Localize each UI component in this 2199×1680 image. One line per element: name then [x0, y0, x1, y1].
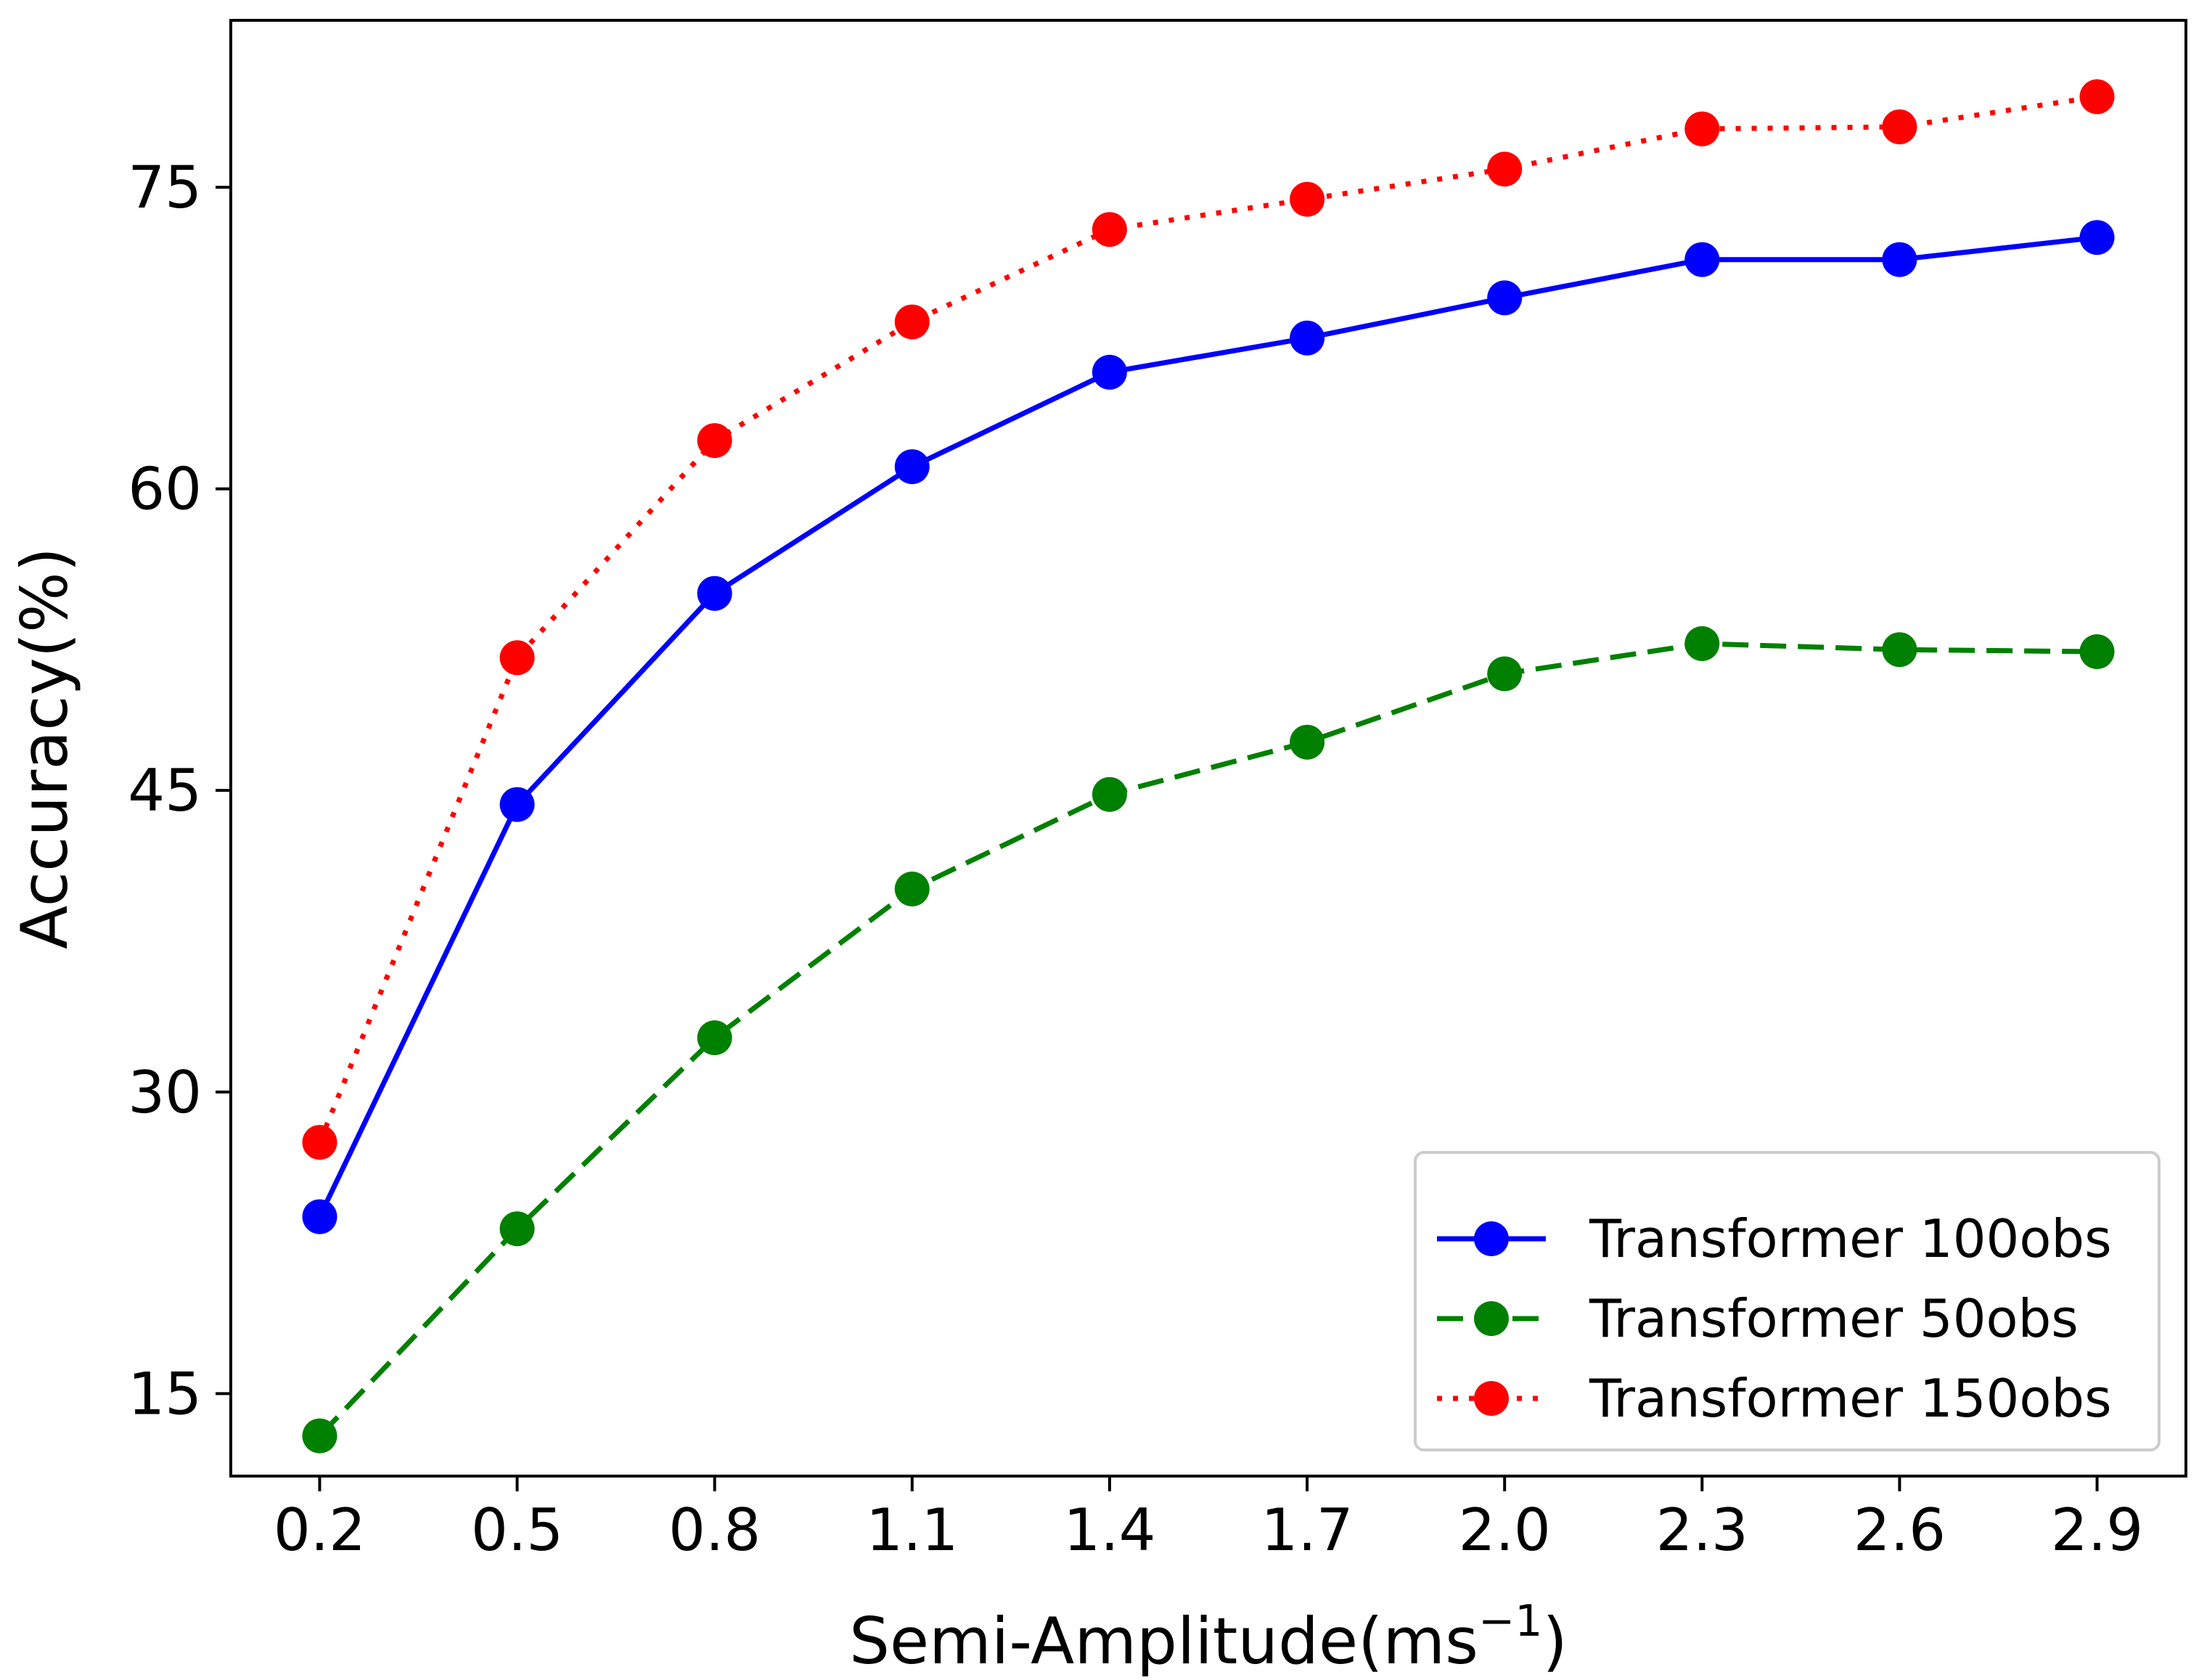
data-point: [1487, 280, 1523, 316]
y-tick-label: 15: [128, 1360, 202, 1427]
legend-marker: [1474, 1301, 1509, 1336]
y-tick-label: 75: [128, 154, 202, 221]
legend-entry: Transformer 50obs: [1437, 1288, 2079, 1349]
data-point: [1487, 656, 1523, 692]
legend-label: Transformer 50obs: [1589, 1288, 2079, 1349]
data-point: [894, 304, 930, 340]
x-tick-label: 0.2: [274, 1496, 366, 1564]
data-point: [1290, 724, 1325, 760]
legend-marker: [1474, 1381, 1509, 1416]
data-point: [499, 640, 535, 676]
series-line: [317, 234, 2097, 1218]
x-tick-label: 0.8: [668, 1496, 761, 1564]
data-point: [302, 1199, 337, 1234]
series-3: [302, 79, 2115, 1160]
legend-marker: [1474, 1221, 1509, 1256]
data-point: [302, 1125, 337, 1160]
data-point: [1290, 181, 1325, 217]
y-tick-label: 60: [128, 456, 202, 523]
series-line: [317, 94, 2098, 1144]
data-point: [2079, 79, 2115, 115]
data-point: [499, 1211, 535, 1247]
data-point: [302, 1418, 337, 1454]
data-point: [697, 575, 732, 611]
x-tick-label: 2.3: [1656, 1496, 1748, 1564]
x-tick-label: 0.5: [471, 1496, 563, 1564]
y-axis-label: Accuracy(%): [7, 547, 82, 949]
plot-area-frame: [229, 19, 2187, 1478]
x-axis-label-exponent: −1: [1478, 1596, 1542, 1647]
y-tick-label: 45: [128, 757, 202, 824]
data-point: [1684, 242, 1720, 277]
data-point: [1290, 320, 1325, 356]
data-point: [1092, 354, 1127, 390]
data-point: [1092, 212, 1127, 247]
data-point: [1882, 632, 1917, 668]
x-tick-label: 2.9: [2051, 1496, 2143, 1564]
data-point: [1684, 626, 1720, 661]
data-point: [1487, 152, 1523, 187]
series-1: [302, 220, 2115, 1234]
y-tick-label: 30: [128, 1059, 202, 1126]
legend-entry: Transformer 150obs: [1437, 1368, 2112, 1429]
series-layer: [302, 79, 2115, 1454]
data-point: [499, 787, 535, 822]
y-axis-ticks: 15 30 45 60 75: [128, 154, 231, 1427]
legend: Transformer 100obs Transformer 50obs Trans…: [1414, 1151, 2161, 1451]
data-point: [894, 872, 930, 906]
legend-box: [1414, 1151, 2161, 1451]
data-point: [1684, 111, 1720, 147]
x-axis-ticks: 0.2 0.5 0.8 1.1 1.4 1.7 2.0 2.3 2.6 2.9: [274, 1476, 2143, 1564]
x-tick-label: 1.1: [866, 1496, 958, 1564]
data-point: [697, 423, 732, 459]
x-axis-label-main: Semi-Amplitude(ms: [849, 1604, 1478, 1676]
legend-entry: Transformer 100obs: [1437, 1208, 2112, 1269]
legend-label: Transformer 150obs: [1589, 1368, 2112, 1429]
data-point: [1882, 242, 1917, 277]
x-tick-label: 2.6: [1854, 1496, 1946, 1564]
data-point: [2079, 634, 2115, 669]
data-point: [2079, 220, 2115, 255]
series-2: [302, 626, 2115, 1454]
data-point: [697, 1020, 732, 1055]
x-axis-label-suffix: ): [1542, 1604, 1567, 1676]
x-tick-label: 1.7: [1261, 1496, 1353, 1564]
series-line: [317, 641, 2097, 1438]
x-axis-label: Semi-Amplitude(ms−1): [849, 1596, 1568, 1676]
data-point: [894, 449, 930, 485]
data-point: [1882, 109, 1917, 144]
x-tick-label: 2.0: [1459, 1496, 1551, 1564]
data-point: [1092, 777, 1127, 812]
legend-label: Transformer 100obs: [1589, 1208, 2112, 1269]
x-tick-label: 1.4: [1063, 1496, 1155, 1564]
